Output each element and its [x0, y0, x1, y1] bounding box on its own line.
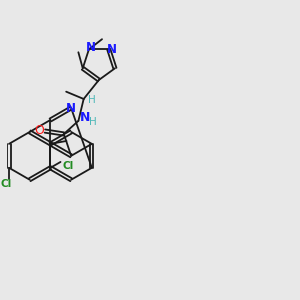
- Text: N: N: [107, 43, 117, 56]
- Text: N: N: [86, 41, 96, 54]
- Text: N: N: [80, 111, 90, 124]
- Text: Cl: Cl: [62, 161, 74, 171]
- Text: H: H: [88, 95, 96, 105]
- Text: Cl: Cl: [1, 179, 12, 189]
- Text: O: O: [35, 124, 45, 137]
- Text: N: N: [66, 101, 76, 115]
- Text: H: H: [89, 117, 97, 127]
